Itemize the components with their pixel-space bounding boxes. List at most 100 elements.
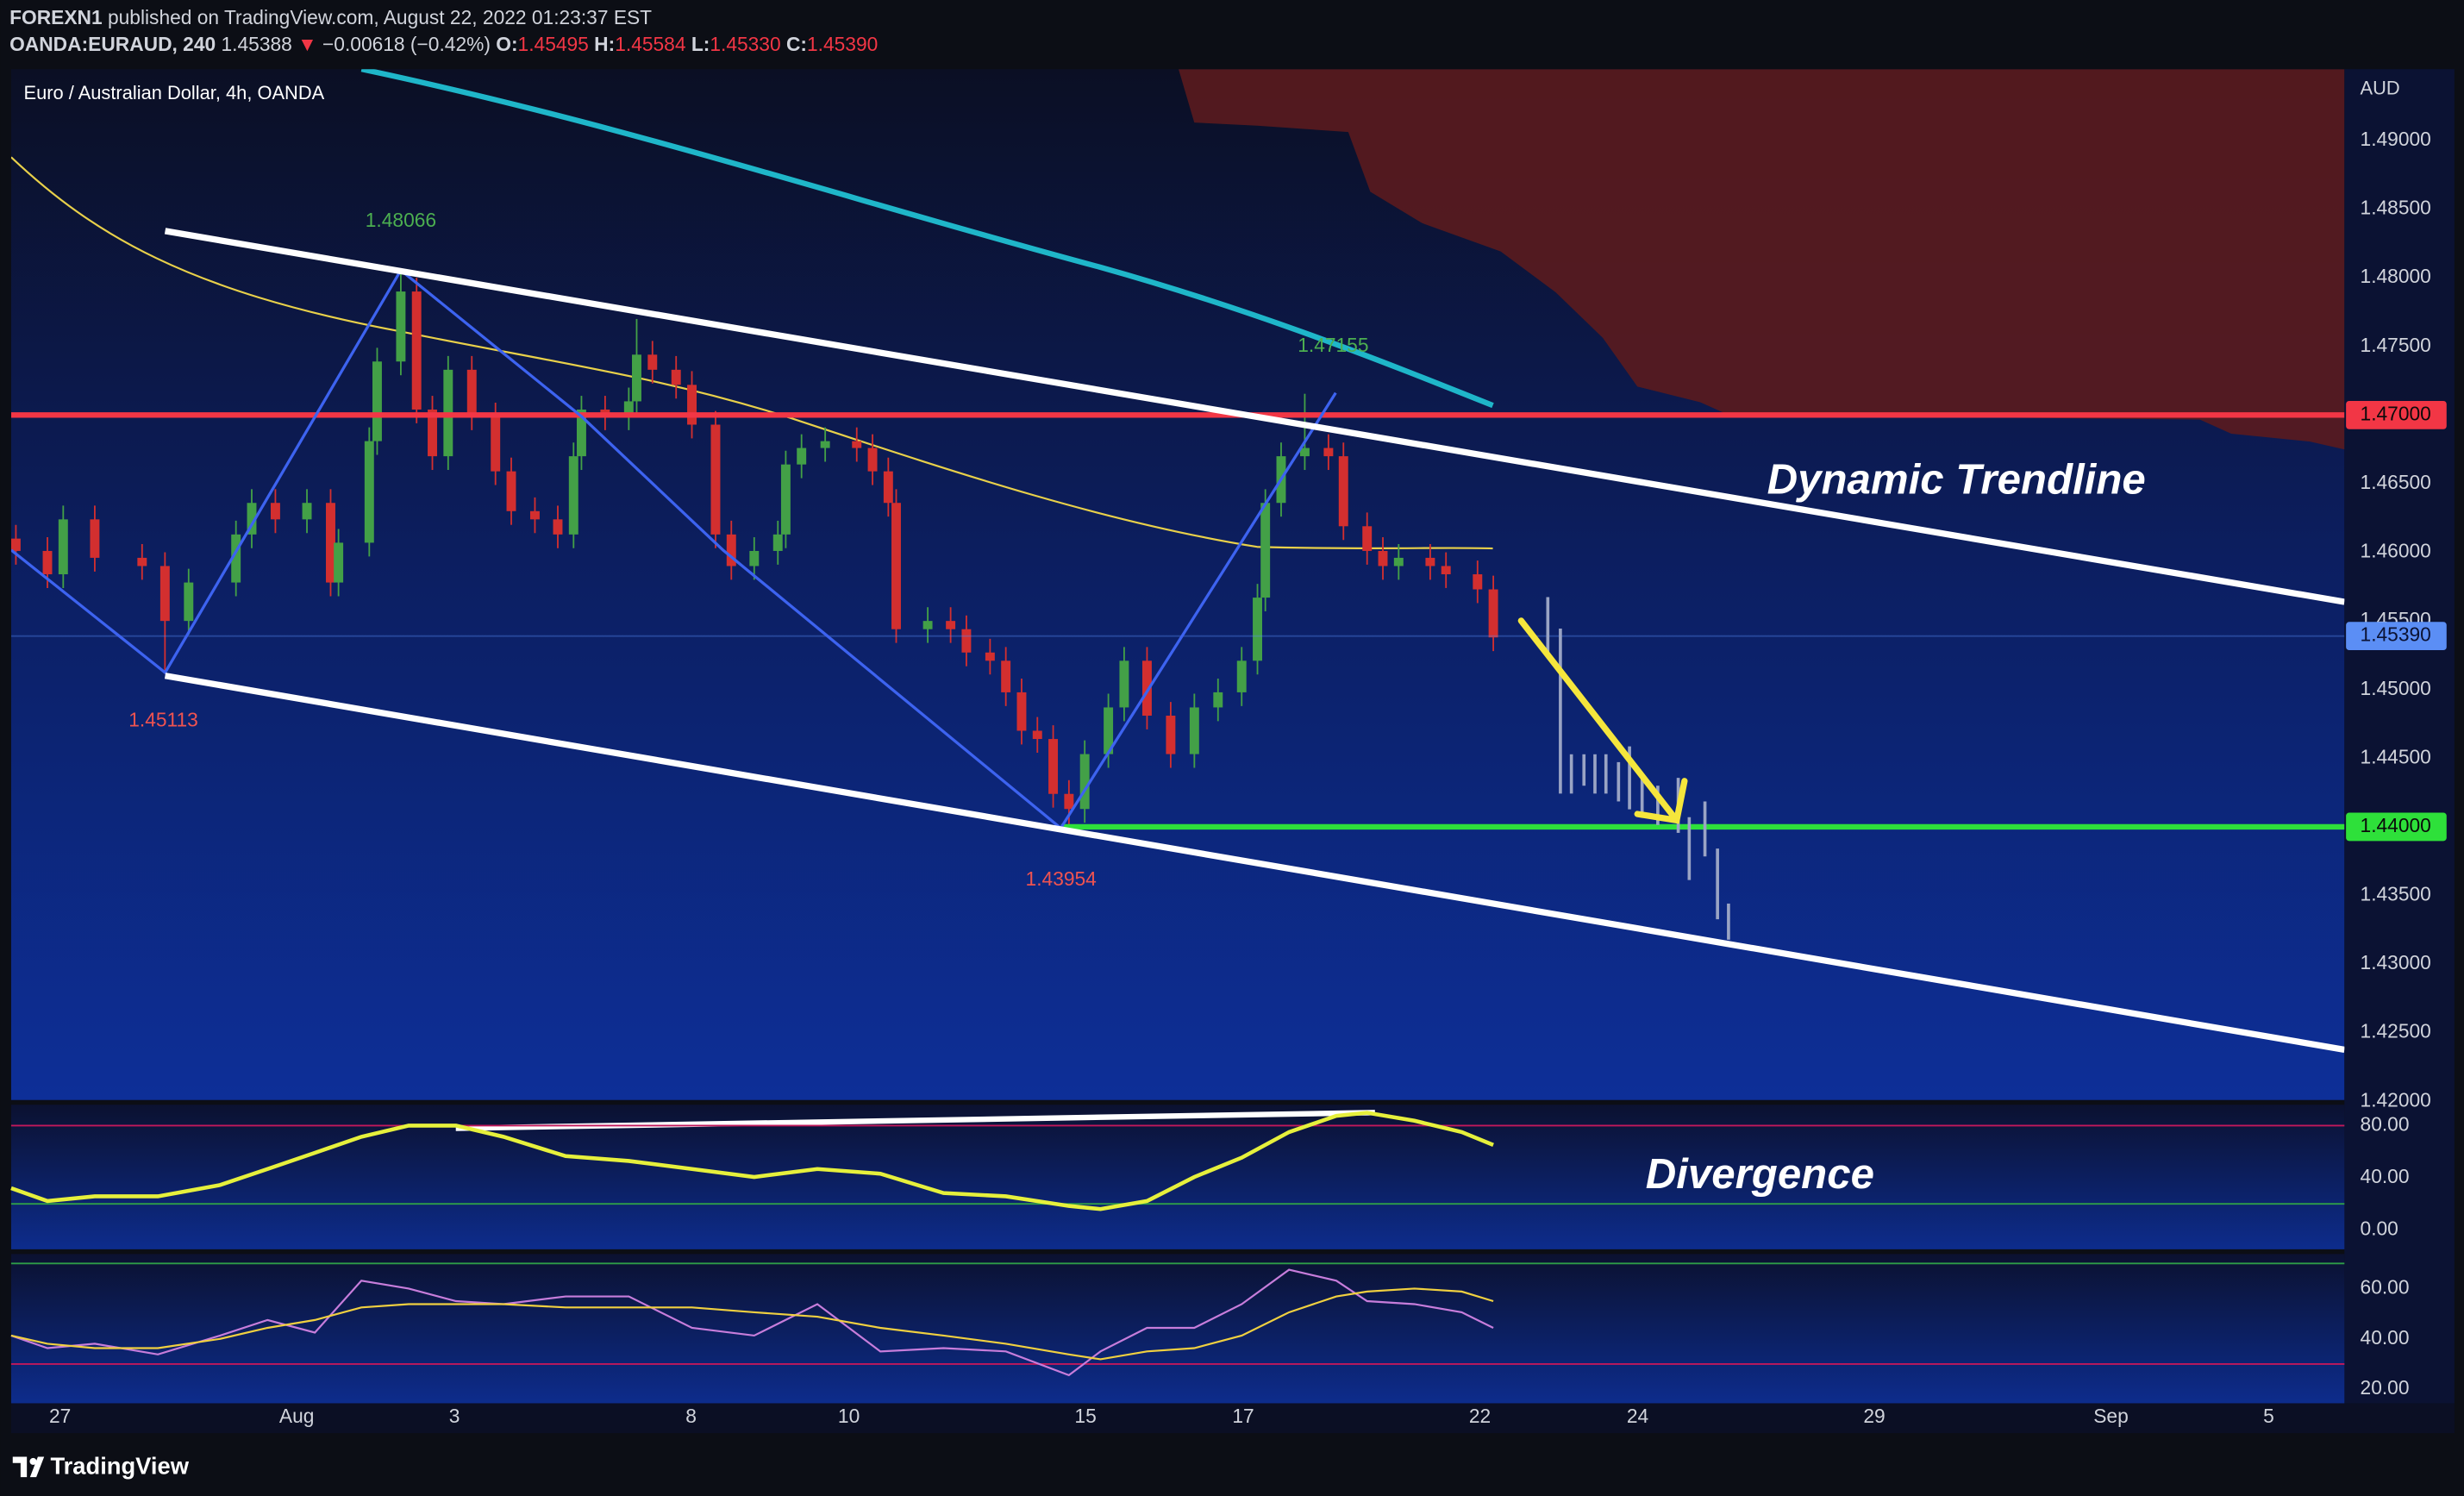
candle-body: [1323, 448, 1334, 457]
y-tick-label: 1.46500: [2361, 471, 2431, 493]
x-tick-label: 24: [1627, 1405, 1648, 1427]
candle-body: [42, 550, 53, 575]
candle-body: [922, 621, 933, 629]
indicator-line: [10, 1268, 1494, 1377]
x-tick-label: 17: [1232, 1405, 1254, 1427]
x-tick-label: 27: [49, 1405, 71, 1427]
x-tick-label: 22: [1469, 1405, 1491, 1427]
candle-body: [797, 448, 807, 465]
y-tick-label: 40.00: [2361, 1326, 2410, 1349]
oscillator-pane: [10, 1105, 2345, 1249]
candle-body: [1141, 660, 1152, 716]
logo: TradingView: [12, 1452, 190, 1479]
candle-body: [553, 519, 563, 535]
y-tick-label: 1.47500: [2361, 334, 2431, 356]
pivot-label: 1.45113: [128, 708, 198, 730]
candle-body: [1119, 660, 1129, 708]
x-tick-label: 8: [685, 1405, 697, 1427]
candle-body: [1079, 754, 1090, 810]
candle-body: [576, 409, 586, 457]
candle-body: [506, 471, 516, 511]
logo-dot: [29, 1457, 37, 1465]
x-tick-label: 15: [1074, 1405, 1096, 1427]
candle-body: [623, 401, 634, 416]
x-tick-label: 29: [1863, 1405, 1885, 1427]
change: −0.00618 (−0.42%): [322, 33, 491, 55]
ohlc-value: 1.45330: [710, 33, 780, 55]
candle-body: [647, 354, 658, 370]
candle-body: [491, 416, 501, 472]
upper-trendline: [164, 228, 2345, 605]
price: 1.45388: [222, 33, 292, 55]
brand: TradingView: [50, 1452, 189, 1479]
ohlc-key: O:: [496, 33, 517, 55]
arrow: [1517, 617, 1688, 824]
x-tick-label: 10: [838, 1405, 860, 1427]
candle-body: [1253, 598, 1263, 661]
candle-body: [1064, 793, 1074, 810]
candle-body: [1441, 566, 1451, 575]
ohlc-key: C:: [786, 33, 807, 55]
candle-body: [247, 503, 257, 535]
candle-body: [891, 503, 901, 629]
candle-body: [428, 409, 437, 457]
y-tick-label: 1.45000: [2361, 677, 2431, 699]
candle-body: [985, 652, 995, 661]
price-axis: [2344, 69, 2455, 1404]
candle-body: [302, 503, 312, 520]
pivot-label: 1.47155: [1298, 334, 1368, 356]
oscillator: [10, 1111, 2345, 1211]
cloud: [1179, 69, 2345, 450]
candle-body: [710, 424, 721, 535]
indicator-line: [10, 1111, 1494, 1211]
y-tick-label: 1.48000: [2361, 265, 2431, 287]
y-tick-label: 1.46000: [2361, 540, 2431, 562]
last-price-label: 1.45390: [2361, 623, 2431, 646]
candle-body: [749, 550, 760, 566]
publisher: FOREXN1: [9, 6, 103, 28]
candle-body: [1299, 448, 1310, 457]
note: Divergence: [1646, 1150, 1874, 1198]
x-tick-label: Sep: [2093, 1405, 2129, 1427]
y-tick-label: 60.00: [2361, 1275, 2410, 1298]
candle-body: [1032, 730, 1042, 740]
candle-body: [772, 534, 783, 551]
candle-body: [326, 503, 335, 583]
candle-body: [1001, 660, 1011, 692]
y-tick-label: 1.42500: [2361, 1020, 2431, 1042]
x-tick-label: 5: [2263, 1405, 2274, 1427]
drawings: [10, 228, 2345, 1054]
candle-body: [529, 510, 540, 520]
y-tick-label: 1.42000: [2361, 1088, 2431, 1111]
candle-body: [1048, 739, 1059, 794]
candle-body: [780, 464, 791, 535]
ohlc-value: 1.45390: [807, 33, 878, 55]
candle-body: [1393, 557, 1404, 566]
candle-body: [852, 441, 862, 448]
candle-body: [90, 519, 100, 558]
header-line: FOREXN1 published on TradingView.com, Au…: [9, 6, 652, 28]
y-tick-label: 1.44500: [2361, 745, 2431, 767]
note: Dynamic Trendline: [1767, 456, 2146, 504]
lower-trendline: [164, 673, 2345, 1054]
y-tick-label: 80.00: [2361, 1112, 2410, 1135]
ohlc-key: H:: [594, 33, 615, 55]
candle-body: [1104, 707, 1114, 754]
candle-body: [946, 621, 956, 629]
candle-body: [411, 291, 422, 410]
candle-body: [159, 566, 170, 622]
level-box: [2346, 812, 2447, 842]
candle-body: [334, 542, 344, 583]
candle-body: [1473, 574, 1483, 590]
candle-body: [867, 448, 878, 472]
candle-body: [466, 369, 477, 416]
y-tick-label: 1.49000: [2361, 128, 2431, 150]
change-arrow: ▼: [297, 33, 317, 55]
time-axis: [10, 1403, 2455, 1434]
rsi: [10, 1262, 2345, 1377]
header-line: OANDA:EURAUD, 240 1.45388 ▼ −0.00618 (−0…: [9, 33, 878, 55]
candle-body: [671, 369, 681, 385]
candle-body: [820, 441, 830, 448]
y-tick-label: 1.48500: [2361, 197, 2431, 219]
candle-body: [632, 354, 641, 402]
